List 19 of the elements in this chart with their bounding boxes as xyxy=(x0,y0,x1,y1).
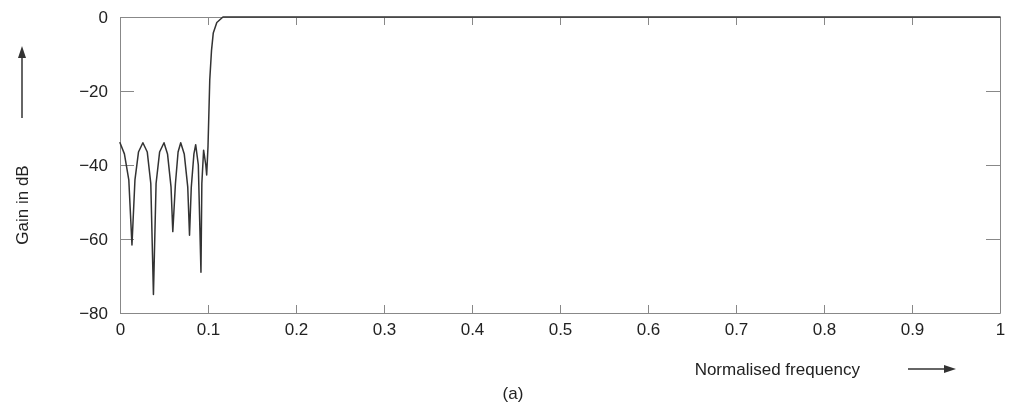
y-tick-label: −60 xyxy=(79,229,108,249)
y-tick-label: 0 xyxy=(98,7,108,27)
x-tick-label: 0.2 xyxy=(284,320,309,340)
x-tick-label: 0.4 xyxy=(460,320,485,340)
x-axis-title: Normalised frequency xyxy=(694,360,861,379)
y-tick-label: −20 xyxy=(79,81,108,101)
x-tick-label: 0.7 xyxy=(724,320,749,340)
text: (a) xyxy=(502,384,524,403)
x-tick-label: 0.3 xyxy=(372,320,397,340)
x-tick-label: 0.8 xyxy=(812,320,837,340)
x-tick-label: 0 xyxy=(115,320,126,340)
x-tick-label: 0.6 xyxy=(636,320,661,340)
x-tick-label: 0.1 xyxy=(196,320,221,340)
y-axis-title: Gain in dB xyxy=(13,165,32,245)
y-tick-label: −80 xyxy=(79,303,108,323)
x-tick-label: 0.5 xyxy=(548,320,573,340)
x-tick-label: 1 xyxy=(995,320,1006,340)
y-tick-label: −40 xyxy=(79,155,108,175)
x-tick-label: 0.9 xyxy=(900,320,925,340)
